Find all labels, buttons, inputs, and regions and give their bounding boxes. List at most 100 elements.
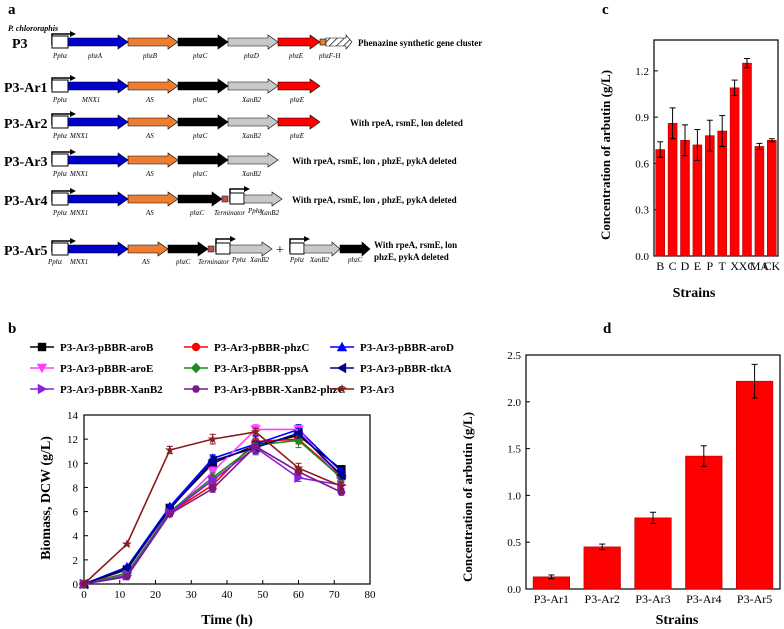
gene-label: phzE bbox=[289, 96, 305, 104]
row-p3-ar5: P3-Ar5 Pphz MNX1 AS phzC Terminator Pphz… bbox=[4, 236, 457, 266]
gene-arrow bbox=[303, 241, 341, 257]
y-tick-label: 10 bbox=[67, 458, 79, 470]
legend: P3-Ar3-pBBR-aroB P3-Ar3-pBBR-phzC P3-Ar3-p… bbox=[30, 341, 454, 396]
series-P3-Ar3-pBBR-aroE bbox=[78, 424, 347, 590]
gene-label: XanB2 bbox=[241, 170, 262, 178]
y-tick-label: 2.5 bbox=[507, 350, 521, 362]
gene-label: phzB bbox=[142, 52, 158, 60]
data-point bbox=[336, 481, 347, 491]
gene-label: AS bbox=[145, 209, 154, 217]
bar-X bbox=[729, 87, 740, 257]
y-tick-label: 2 bbox=[73, 555, 79, 567]
x-tick-label: CK bbox=[763, 259, 780, 273]
bar-E bbox=[692, 144, 703, 257]
legend-label: P3-Ar3-pBBR-XanB2 bbox=[60, 384, 163, 396]
x-tick-label: 60 bbox=[293, 589, 305, 601]
x-tick-label: XC bbox=[739, 259, 756, 273]
legend-item: P3-Ar3 bbox=[330, 383, 395, 396]
legend-item: P3-Ar3-pBBR-phzC bbox=[184, 342, 309, 354]
gene-label: MNX1 bbox=[69, 170, 88, 178]
panel-b-biomass-chart: P3-Ar3-pBBR-aroB P3-Ar3-pBBR-phzC P3-Ar3-p… bbox=[30, 341, 454, 628]
gene-arrow bbox=[277, 78, 321, 94]
gene-arrow bbox=[127, 78, 179, 94]
y-tick-label: 14 bbox=[67, 410, 79, 422]
y-axis-label: Concentration of arbutin (g/L) bbox=[598, 70, 613, 240]
legend-label: P3-Ar3-pBBR-phzC bbox=[214, 342, 309, 354]
terminator-label: Terminator bbox=[198, 258, 230, 266]
legend-marker bbox=[36, 363, 48, 374]
gene-label: AS bbox=[141, 258, 150, 266]
legend-marker bbox=[191, 385, 201, 393]
gene-arrow bbox=[227, 78, 279, 94]
x-tick-label: 50 bbox=[257, 589, 269, 601]
gene-arrow bbox=[127, 191, 179, 207]
legend-marker bbox=[337, 383, 347, 394]
data-point bbox=[207, 455, 217, 467]
legend-marker bbox=[190, 362, 202, 374]
terminator-label: Terminator bbox=[214, 209, 246, 217]
promoter-label: Pphz bbox=[247, 207, 262, 215]
x-tick-label: P3-Ar2 bbox=[585, 592, 620, 606]
gene-arrow bbox=[167, 241, 209, 257]
terminator bbox=[207, 245, 215, 253]
gene-label: AS bbox=[145, 170, 154, 178]
promoter-label: Pphz bbox=[52, 96, 67, 104]
gene-label: MNX1 bbox=[81, 96, 100, 104]
species-label: P. chlororaphis bbox=[8, 24, 58, 33]
gene-arrow bbox=[177, 191, 223, 207]
bar-C bbox=[667, 123, 678, 257]
gene-arrow bbox=[127, 152, 179, 168]
legend-marker bbox=[336, 341, 348, 352]
bar-P bbox=[705, 135, 715, 257]
gene-label: phzD bbox=[243, 52, 259, 60]
row-note: phzE, pykA deleted bbox=[374, 252, 449, 262]
gene-label: phzF-H bbox=[318, 52, 341, 60]
legend-marker bbox=[191, 342, 201, 352]
row-label: P3-Ar1 bbox=[4, 81, 48, 96]
x-tick-label: 70 bbox=[329, 589, 341, 601]
panel-label-c: c bbox=[602, 2, 609, 18]
legend-marker bbox=[37, 383, 48, 395]
bar-D bbox=[680, 139, 690, 257]
data-point bbox=[121, 563, 132, 574]
y-tick-label: 0.5 bbox=[507, 537, 521, 549]
gene-arrow bbox=[67, 241, 129, 257]
small-gene bbox=[319, 38, 327, 46]
gene-label: MNX1 bbox=[69, 132, 88, 140]
row-p3-ar3: P3-Ar3 Pphz MNX1 AS phzC XanB2 With rpeA… bbox=[4, 149, 457, 178]
gene-arrow bbox=[227, 34, 279, 50]
gene-arrow bbox=[229, 241, 273, 257]
legend-label: P3-Ar3-pBBR-aroB bbox=[60, 342, 154, 354]
y-tick-label: 12 bbox=[67, 434, 78, 446]
promoter-label: Pphz bbox=[289, 256, 304, 264]
legend-marker bbox=[37, 342, 47, 352]
promoter-label: Pphz bbox=[52, 170, 67, 178]
plus-sign: + bbox=[276, 243, 284, 258]
x-tick-label: P3-Ar4 bbox=[686, 592, 721, 606]
row-label: P3 bbox=[12, 37, 28, 52]
data-point bbox=[250, 426, 261, 437]
data-point bbox=[164, 444, 175, 455]
gene-label: phzC bbox=[347, 256, 363, 264]
bars bbox=[532, 363, 774, 590]
x-tick-label: MA bbox=[750, 259, 770, 273]
y-axis-label: Concentration of arbutin (g/L) bbox=[460, 412, 475, 582]
panel-label-a: a bbox=[8, 2, 16, 18]
data-point bbox=[293, 462, 304, 473]
gene-label: phzC bbox=[189, 209, 205, 217]
gene-arrow bbox=[67, 152, 129, 168]
gene-label: XanB2 bbox=[241, 132, 262, 140]
legend-marker bbox=[336, 362, 347, 374]
legend-label: P3-Ar3-pBBR-aroD bbox=[360, 342, 454, 354]
gene-arrow bbox=[67, 191, 129, 207]
gene-label: XanB2 bbox=[249, 256, 270, 264]
data-point bbox=[336, 470, 346, 481]
legend-item: P3-Ar3-pBBR-aroD bbox=[330, 341, 454, 354]
gene-label: phzA bbox=[87, 52, 103, 60]
x-tick-label: 80 bbox=[365, 589, 377, 601]
series-group bbox=[78, 424, 347, 590]
row-label: P3-Ar3 bbox=[4, 155, 48, 170]
bar-P3-Ar5 bbox=[736, 380, 774, 590]
bars bbox=[655, 58, 777, 257]
